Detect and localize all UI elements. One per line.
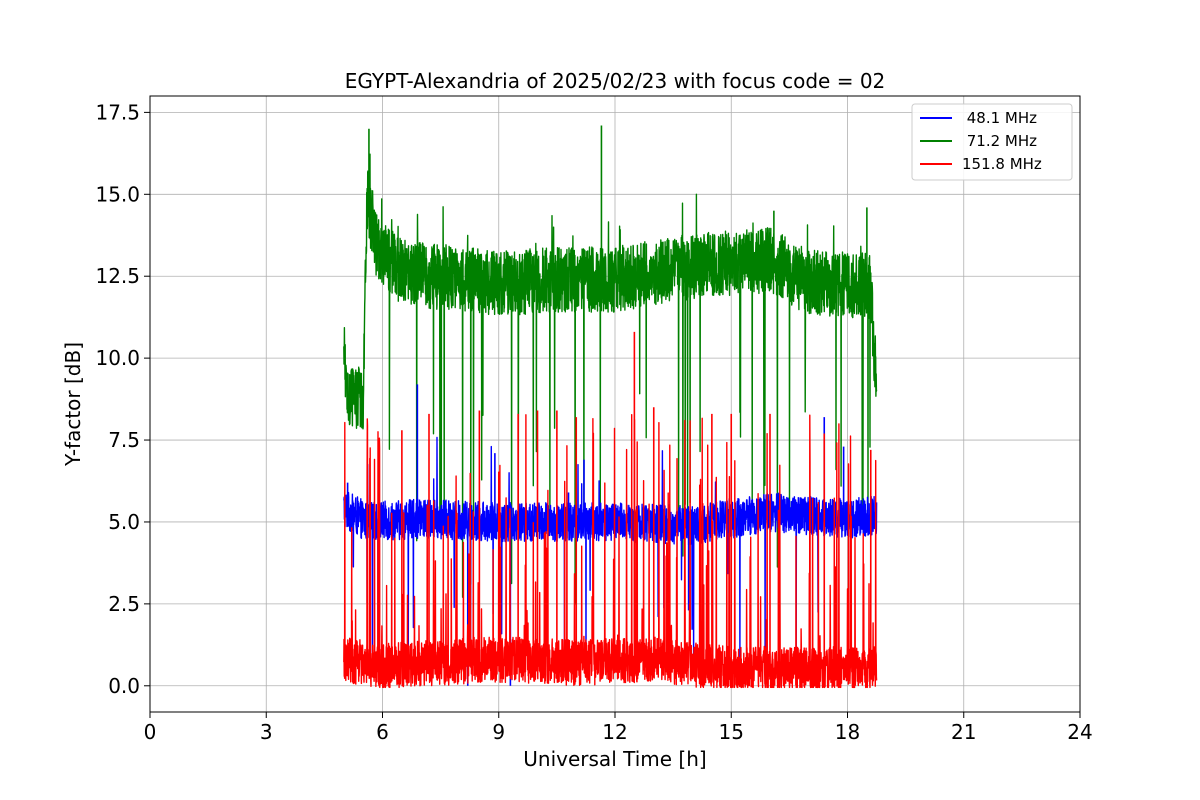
y-tick-label: 5.0 xyxy=(108,510,140,534)
y-tick-label: 17.5 xyxy=(95,100,140,124)
series-line-1 xyxy=(343,153,878,605)
y-tick-label: 2.5 xyxy=(108,592,140,616)
y-tick-label: 7.5 xyxy=(108,428,140,452)
y-tick-label: 0.0 xyxy=(108,674,140,698)
y-tick-label: 15.0 xyxy=(95,182,140,206)
series-line-0 xyxy=(343,436,878,672)
x-axis-title: Universal Time [h] xyxy=(523,747,706,771)
legend-label-71mhz: 71.2 MHz xyxy=(962,132,1037,150)
x-tick-label: 15 xyxy=(719,720,744,744)
x-tick-label: 21 xyxy=(951,720,976,744)
x-tick-label: 6 xyxy=(376,720,389,744)
x-tick-label: 24 xyxy=(1067,720,1092,744)
legend-label-48mhz: 48.1 MHz xyxy=(962,109,1037,127)
x-tick-label: 3 xyxy=(260,720,273,744)
y-axis-title: Y-factor [dB] xyxy=(61,342,85,467)
legend-frame xyxy=(911,103,1073,181)
y-tick-label: 12.5 xyxy=(95,264,140,288)
legend-label-151mhz: 151.8 MHz xyxy=(962,155,1042,173)
x-tick-label: 12 xyxy=(602,720,627,744)
x-tick-label: 18 xyxy=(835,720,860,744)
y-axis-ticks: 0.0 2.5 5.0 7.5 10.0 12.5 15.0 17.5 xyxy=(95,100,150,698)
series-lines xyxy=(343,125,878,689)
legend: 48.1 MHz 71.2 MHz 151.8 MHz xyxy=(911,103,1073,181)
x-axis-ticks: 0 3 6 9 12 15 18 21 24 xyxy=(144,712,1093,744)
x-tick-label: 0 xyxy=(144,720,157,744)
series-line-2 xyxy=(343,414,878,689)
x-tick-label: 9 xyxy=(492,720,505,744)
chart-title: EGYPT-Alexandria of 2025/02/23 with focu… xyxy=(345,69,886,93)
y-tick-label: 10.0 xyxy=(95,346,140,370)
